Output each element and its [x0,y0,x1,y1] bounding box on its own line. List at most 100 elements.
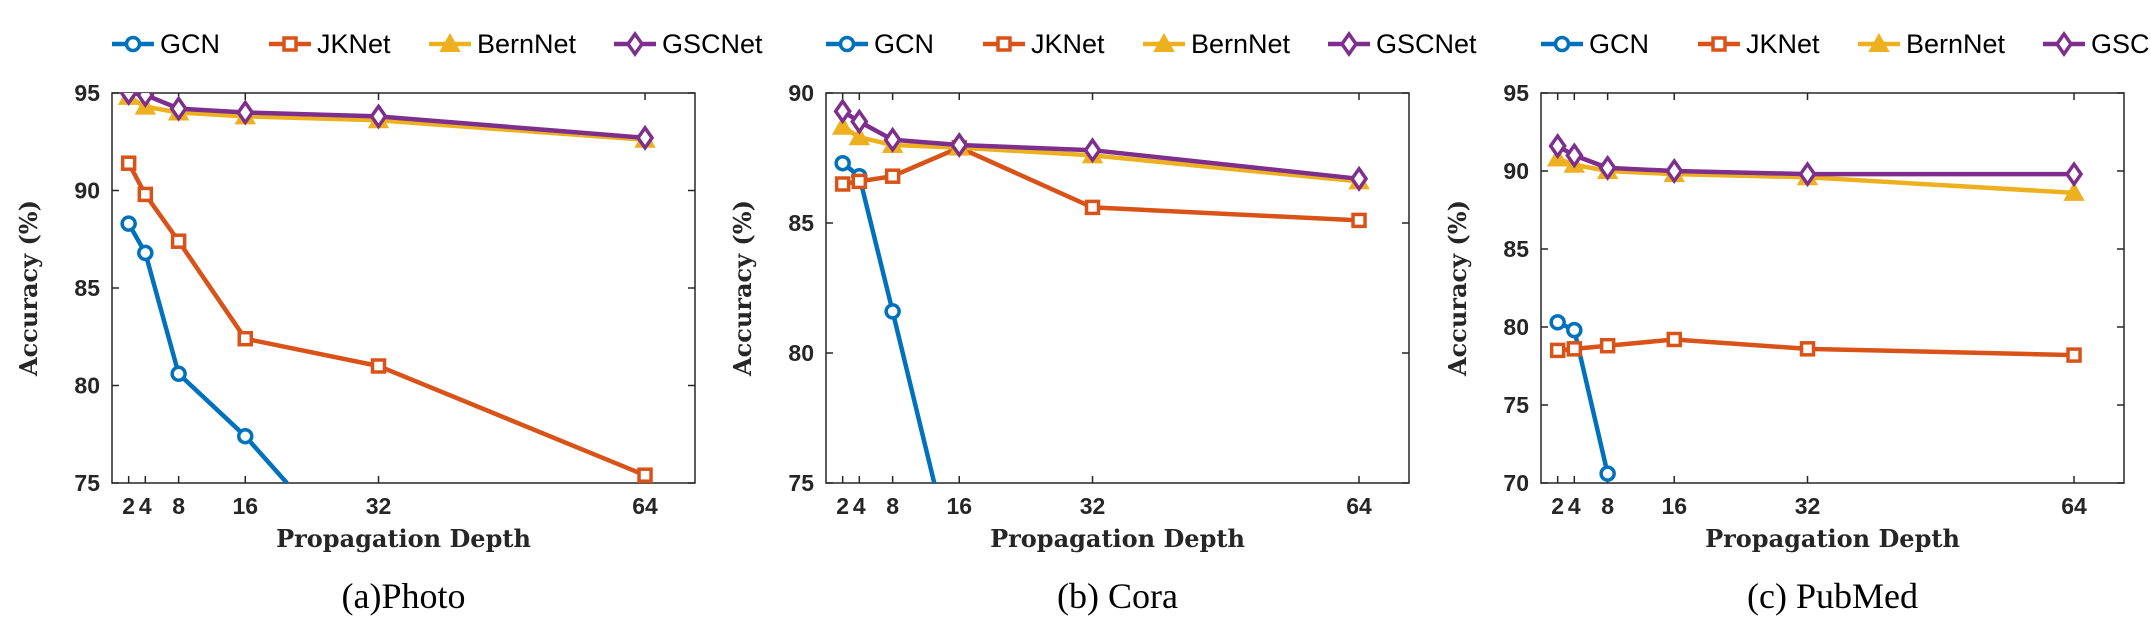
gscnet-data-point [1598,154,1617,181]
bernnet-series-line [841,124,1360,184]
bernnet-data-point [2063,181,2085,201]
x-tick-label: 16 [1661,493,1687,519]
panel-caption: (c) PubMed [1747,576,1918,616]
legend-label-gcn: GCN [160,29,220,59]
jknet-data-point [1351,212,1367,229]
x-tick-label: 32 [366,493,392,519]
x-tick-label: 2 [836,493,849,519]
gcn-data-point [120,215,137,232]
x-tick-label: 64 [1346,493,1372,519]
gscnet-data-point [119,93,138,107]
legend-marker-jknet [282,36,298,52]
x-tick-label: 8 [886,493,899,519]
legend-entry-jknet: JKNet [269,29,391,59]
jknet-data-point [1799,341,1816,357]
legend-label-gscnet: GSCNet [1376,29,1477,59]
gscnet-data-point [1548,132,1567,160]
jknet-data-point [884,168,901,184]
x-tick-label: 32 [1080,493,1106,519]
y-axis-label: Accuracy (%) [14,200,43,377]
legend-entry-jknet: JKNet [1698,29,1820,59]
legend-entry-bernnet: BernNet [1858,29,2006,59]
legend-marker-gscnet [625,30,645,58]
x-tick-label: 8 [172,493,185,519]
jknet-series-line [126,162,646,478]
plot-area [117,93,656,483]
x-tick-label: 16 [232,493,258,519]
legend-marker-gcn [1553,35,1571,53]
gscnet-data-point [1798,161,1817,188]
x-tick-label: 2 [122,493,135,519]
gscnet-data-point [1083,137,1102,164]
plot-area [1546,132,2085,482]
x-tick-label: 16 [946,493,972,519]
y-tick-label: 95 [1503,80,1529,106]
gscnet-data-point [1349,165,1369,192]
jknet-data-point [370,358,387,374]
x-tick-label: 64 [2061,493,2087,519]
plot-frame [825,92,1410,484]
legend-entry-jknet: JKNet [983,29,1105,59]
legend-marker-jknet [996,36,1012,52]
y-tick-label: 90 [74,178,100,204]
y-tick-label: 95 [74,80,100,106]
jknet-series-line [1557,337,2075,358]
gscnet-data-point [1565,142,1584,169]
y-tick-label: 90 [1503,158,1529,184]
y-axis-label: Accuracy (%) [1443,200,1472,377]
gscnet-data-point [136,93,155,109]
jknet-data-point [170,233,187,249]
gcn-data-point [1549,314,1566,331]
legend-marker-gcn [838,35,856,53]
y-tick-label: 75 [1503,392,1529,418]
gscnet-data-point [369,103,388,130]
gcn-data-point [170,365,187,383]
gcn-data-point [884,303,901,320]
gcn-data-point [237,427,254,445]
x-axis-label: Propagation Depth [990,524,1245,553]
jknet-data-point [1599,337,1616,354]
gcn-data-point [137,244,154,262]
legend-label-gcn: GCN [1589,29,1649,59]
gscnet-data-point [2064,161,2084,188]
panel-caption: (b) Cora [1057,576,1178,616]
chart-panel-3: 70 75 80 85 90 95 2 4 8 16 32 64 Propagation Depth Ac… [1443,29,2151,616]
legend-label-jknet: JKNet [1746,29,1820,59]
legend-label-bernnet: BernNet [477,29,577,59]
legend-label-bernnet: BernNet [1191,29,1291,59]
legend: GCN JKNet BernNet GSCNet [826,29,1477,59]
gcn-data-point [1566,321,1583,339]
y-tick-label: 90 [788,80,814,106]
jknet-data-point [1566,341,1583,357]
legend-entry-gcn: GCN [112,29,220,59]
chart-panel-1: 75 80 85 90 95 2 4 8 16 32 64 Propagation Depth Accu… [14,29,763,616]
bernnet-data-point [831,115,854,135]
plot-area [831,98,1370,483]
y-axis-label: Accuracy (%) [728,200,757,377]
plot-frame [111,92,696,484]
legend-marker-bernnet [1868,32,1890,52]
legend-marker-bernnet [439,32,461,52]
y-tick-label: 85 [788,210,814,236]
gcn-data-point [834,154,851,172]
x-axis-label: Propagation Depth [1705,524,1960,553]
gscnet-data-point [635,124,655,151]
y-tick-label: 80 [788,340,814,366]
y-tick-label: 80 [1503,314,1529,340]
bernnet-data-point [848,126,871,146]
y-tick-label: 75 [788,470,814,496]
jknet-data-point [237,330,254,347]
gscnet-data-point [883,126,902,153]
y-tick-label: 70 [1503,470,1529,496]
gscnet-data-point [850,108,869,135]
jknet-data-point [2066,347,2082,363]
gcn-data-point [1599,465,1616,482]
legend-entry-gscnet: GSCNet [614,29,763,59]
legend-entry-gcn: GCN [826,29,934,59]
gcn-series-line [126,222,289,483]
y-tick-label: 75 [74,470,100,496]
jknet-data-point [137,186,154,203]
gscnet-data-point [169,95,188,122]
legend-marker-gcn [124,35,142,53]
legend-label-gcn: GCN [874,29,934,59]
